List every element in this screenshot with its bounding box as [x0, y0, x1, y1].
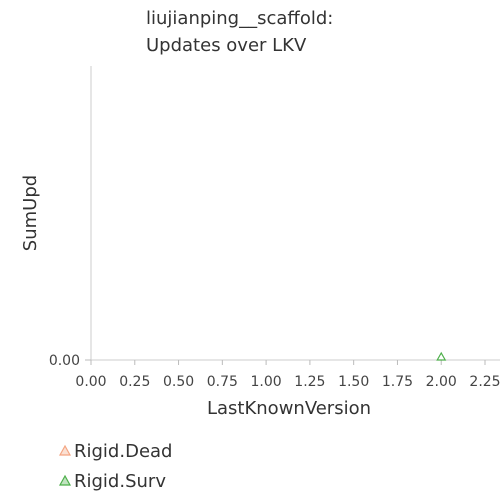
legend-label: Rigid.Surv	[74, 470, 166, 492]
x-axis-label: LastKnownVersion	[207, 398, 371, 419]
chart-title-line-1: liujianping__scaffold:	[146, 8, 333, 29]
x-tick-label: 2.25	[469, 374, 500, 390]
data-point	[436, 351, 447, 361]
y-axis-ticks: 0.00	[49, 353, 91, 369]
x-tick-label: 0.00	[75, 374, 106, 390]
x-tick-label: 0.75	[207, 374, 238, 390]
x-tick-label: 0.25	[119, 374, 150, 390]
x-tick-label: 1.75	[382, 374, 413, 390]
legend-label: Rigid.Dead	[74, 440, 173, 462]
x-axis-ticks: 0.00 0.25 0.50 0.75 1.00 1.25 1.50 1.75 2.00 2.25	[75, 360, 500, 390]
x-tick-label: 2.00	[426, 374, 457, 390]
triangle-marker-icon	[58, 444, 72, 456]
data-points	[436, 351, 447, 361]
chart-title: liujianping__scaffold: Updates over LKV	[146, 8, 333, 56]
legend-item: Rigid.Surv	[58, 466, 172, 496]
triangle-marker-icon	[58, 474, 72, 486]
x-tick-label: 0.50	[163, 374, 194, 390]
x-tick-label: 1.00	[251, 374, 282, 390]
y-tick-label: 0.00	[49, 353, 80, 369]
x-tick-label: 1.50	[338, 374, 369, 390]
legend: Rigid.Dead Rigid.Surv	[58, 436, 172, 496]
x-tick-label: 1.25	[294, 374, 325, 390]
y-axis-label: SumUpd	[20, 175, 41, 251]
legend-item: Rigid.Dead	[58, 436, 172, 466]
chart-title-line-2: Updates over LKV	[146, 35, 307, 56]
